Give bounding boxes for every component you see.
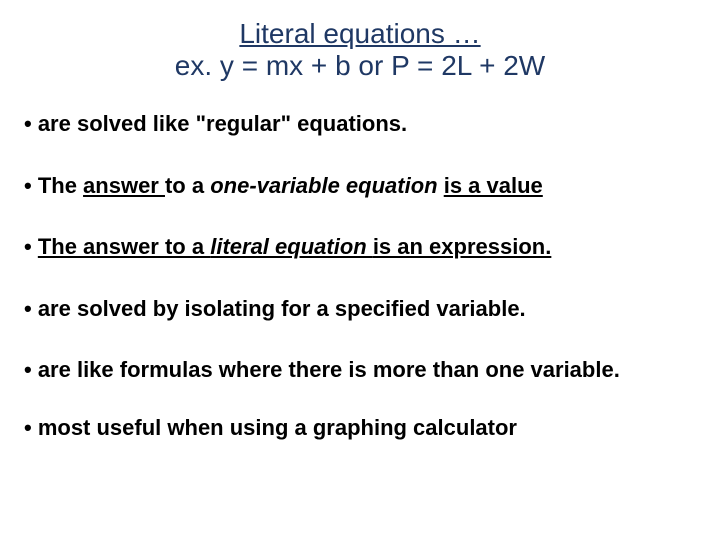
bullet-text: literal equation	[210, 234, 373, 259]
bullet-item: • are like formulas where there is more …	[24, 356, 696, 384]
bullet-text: answer	[83, 173, 165, 198]
bullet-text: to a	[165, 234, 210, 259]
bullet-text: • The	[24, 173, 83, 198]
bullet-text: • are solved by isolating for a specifie…	[24, 296, 526, 321]
bullet-text: is a value	[444, 173, 543, 198]
slide-title: Literal equations … ex. y = mx + b or P …	[24, 18, 696, 82]
bullet-item: • The answer to a literal equation is an…	[24, 233, 696, 261]
title-or: or	[351, 50, 391, 81]
bullet-item: • are solved by isolating for a specifie…	[24, 295, 696, 323]
bullet-item: • are solved like "regular" equations.	[24, 110, 696, 138]
bullet-text: to a	[165, 173, 210, 198]
bullet-text: • are solved like "regular" equations.	[24, 111, 407, 136]
bullet-item: • The answer to a one-variable equation …	[24, 172, 696, 200]
bullet-list: • are solved like "regular" equations. • …	[24, 110, 696, 441]
slide: Literal equations … ex. y = mx + b or P …	[0, 0, 720, 540]
bullet-text: • most useful when using a graphing calc…	[24, 415, 517, 440]
title-eq2: P = 2L + 2W	[391, 50, 545, 81]
bullet-item: • most useful when using a graphing calc…	[24, 414, 696, 442]
bullet-text: •	[24, 234, 38, 259]
title-line-2: ex. y = mx + b or P = 2L + 2W	[24, 50, 696, 82]
bullet-text: is an expression.	[373, 234, 552, 259]
title-eq1: y = mx + b	[220, 50, 351, 81]
bullet-text: The answer	[38, 234, 165, 259]
bullet-text: one-variable equation	[210, 173, 444, 198]
bullet-text: • are like formulas where there is more …	[24, 357, 620, 382]
title-line-1: Literal equations …	[24, 18, 696, 50]
title-prefix: ex.	[175, 50, 220, 81]
